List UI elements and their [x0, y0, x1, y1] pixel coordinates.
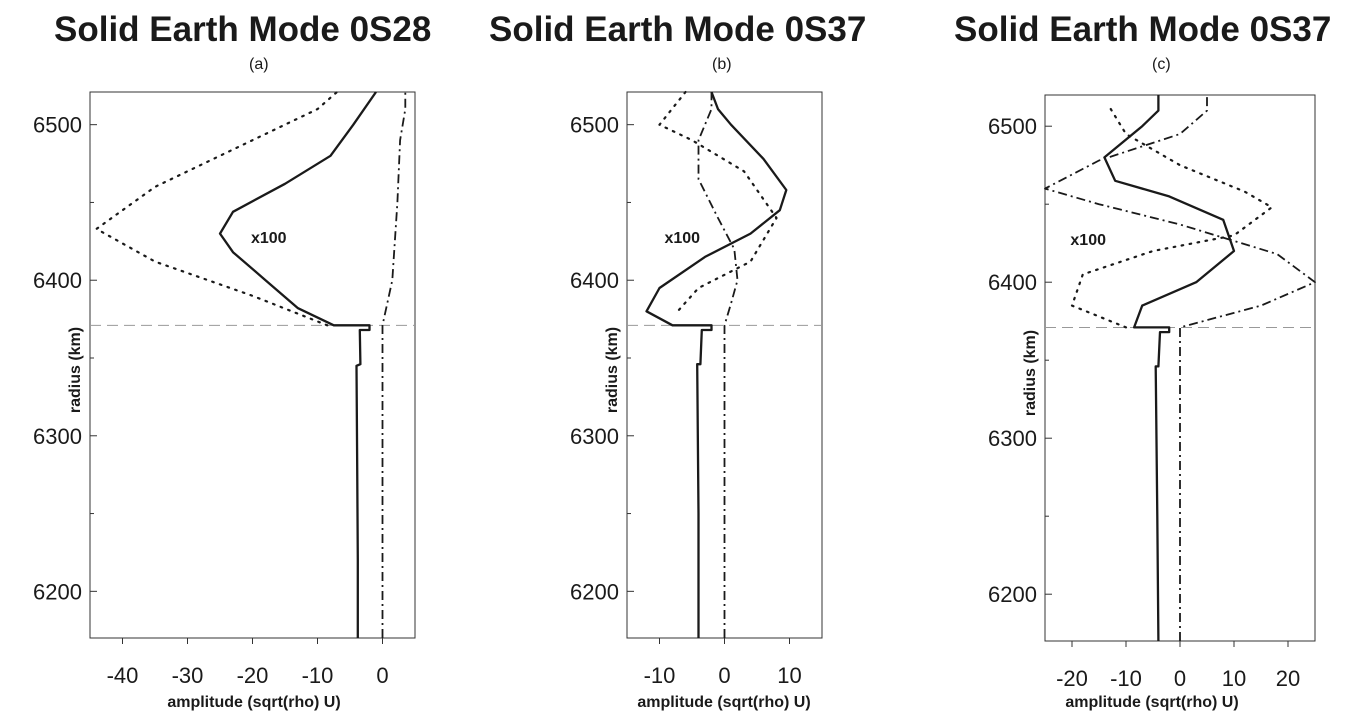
series-line-dashdot	[381, 92, 407, 638]
y-tick-label: 6500	[570, 113, 619, 138]
x-tick-label: 0	[718, 663, 730, 688]
series-line-dotted	[658, 90, 778, 311]
chart-title: Solid Earth Mode 0S37	[489, 10, 867, 49]
y-tick-label: 6500	[33, 113, 82, 138]
y-axis-title: radius (km)	[67, 327, 84, 413]
chart-c-svg: 6200 6300 6400 6500 -20 -10 0 10 20 amplitude (sq…	[988, 94, 1316, 711]
series-line-dotted	[1070, 106, 1273, 329]
y-tick-label: 6300	[33, 424, 82, 449]
scale-annotation: x100	[664, 230, 700, 247]
chart-subtitle: (b)	[712, 56, 732, 73]
chart-panel-a: Solid Earth Mode 0S28 (a) 6200 6300 6400 65…	[0, 0, 455, 713]
chart-title: Solid Earth Mode 0S37	[954, 10, 1332, 49]
series-line-dashdot	[1044, 95, 1316, 641]
scale-annotation: x100	[1070, 232, 1106, 249]
x-tick-label: -40	[107, 663, 139, 688]
x-tick-label: 10	[1222, 666, 1246, 691]
x-tick-label: -20	[237, 663, 269, 688]
chart-panel-b: Solid Earth Mode 0S37 (b) 6200 6300 6400 65…	[455, 0, 900, 713]
x-tick-label: -10	[302, 663, 334, 688]
y-tick-label: 6400	[33, 268, 82, 293]
x-tick-label: 10	[777, 663, 801, 688]
scale-annotation: x100	[251, 230, 287, 247]
chart-a-svg: 6200 6300 6400 6500 -40 -30 -20 -10 0 amplitude (…	[33, 90, 416, 711]
y-tick-label: 6400	[570, 268, 619, 293]
x-tick-label: 0	[1174, 666, 1186, 691]
x-axis-title: amplitude (sqrt(rho) U)	[1065, 694, 1238, 711]
series-line-solid	[645, 91, 788, 638]
chart-b-svg: 6200 6300 6400 6500 -10 0 10 amplitude (sqrt(rh…	[570, 90, 823, 711]
chart-panel-c: Solid Earth Mode 0S37 (c) 6200 6300 6400 65…	[900, 0, 1366, 713]
y-tick-label: 6400	[988, 270, 1037, 295]
plot-frame	[89, 91, 416, 639]
y-tick-label: 6300	[570, 424, 619, 449]
x-tick-label: 0	[376, 663, 388, 688]
x-axis-title: amplitude (sqrt(rho) U)	[167, 694, 340, 711]
x-tick-label: -20	[1056, 666, 1088, 691]
y-tick-label: 6200	[570, 579, 619, 604]
y-axis-title: radius (km)	[1022, 330, 1039, 416]
y-tick-label: 6200	[33, 579, 82, 604]
series-line-solid	[218, 91, 377, 638]
x-tick-label: 20	[1276, 666, 1300, 691]
series-line-solid	[1103, 95, 1236, 642]
chart-subtitle: (c)	[1152, 56, 1171, 73]
x-tick-label: -10	[644, 663, 676, 688]
y-axis-title: radius (km)	[604, 327, 621, 413]
chart-subtitle: (a)	[249, 56, 269, 73]
x-tick-label: -10	[1110, 666, 1142, 691]
y-tick-label: 6500	[988, 114, 1037, 139]
x-tick-label: -30	[172, 663, 204, 688]
x-axis-title: amplitude (sqrt(rho) U)	[637, 694, 810, 711]
y-tick-label: 6300	[988, 426, 1037, 451]
series-line-dotted	[95, 90, 339, 327]
chart-title: Solid Earth Mode 0S28	[54, 10, 432, 49]
y-tick-label: 6200	[988, 582, 1037, 607]
series-line-dashdot	[697, 92, 739, 638]
